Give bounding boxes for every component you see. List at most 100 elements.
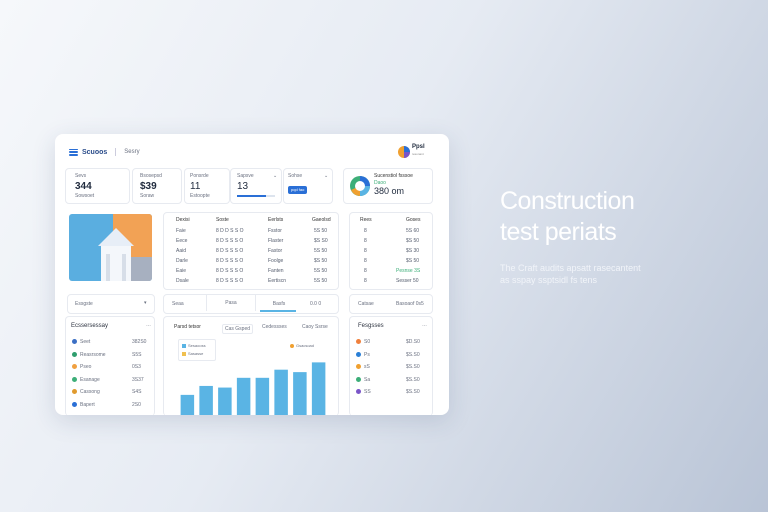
list-item[interactable]: sS $S.S0 <box>350 363 432 372</box>
stat-card[interactable]: Sapsve ⌄ 13 <box>230 168 282 204</box>
bar[interactable] <box>293 372 307 415</box>
status-dot-icon <box>72 376 77 382</box>
stat-card[interactable]: Sohse ⌄ pqd fao <box>283 168 333 204</box>
list-item[interactable]: Bapert 2S0 <box>66 401 154 410</box>
filter-select[interactable]: Catsae Basoaof 0s5 <box>349 294 433 314</box>
cell: Eece <box>176 238 188 244</box>
table-row[interactable]: 8 5S 60 <box>350 226 432 236</box>
cell: Sesser 50 <box>396 278 419 284</box>
stat-card[interactable]: Bsosepsd $39 Soraw <box>132 168 182 204</box>
stat-label: Sapsve <box>237 173 254 179</box>
table-row[interactable]: 8 $S 30 <box>350 246 432 256</box>
table-row[interactable]: Aaid 8 D S S S O Fastor 5S 50 <box>164 246 338 256</box>
bar[interactable] <box>274 369 288 415</box>
list-item-label: Sa <box>364 376 371 383</box>
menu-icon[interactable] <box>69 148 78 156</box>
select-value: Basoaof 0s5 <box>396 301 424 307</box>
list-title: Ecssersessay <box>71 323 109 329</box>
bar[interactable] <box>236 377 251 415</box>
progress-fill <box>237 195 266 197</box>
list-item[interactable]: Esanage 3S37 <box>66 376 154 385</box>
cell: 8 D S S S O <box>216 238 244 244</box>
cell: 5S 60 <box>406 228 420 234</box>
cell: 8 <box>364 258 367 264</box>
cell: 5S 50 <box>314 278 328 284</box>
tab[interactable]: Seaa <box>172 301 184 307</box>
chart-legend: Sesaooss Sasasse <box>178 339 216 361</box>
chevron-down-icon[interactable]: ⌄ <box>324 173 329 179</box>
stat-label: Ponsrde <box>190 173 209 179</box>
column-header[interactable]: Rees <box>360 217 372 223</box>
legend-swatch <box>182 352 186 356</box>
list-item[interactable]: Sa $S.S0 <box>350 376 432 385</box>
status-dot-icon <box>72 401 77 407</box>
column-header[interactable]: Gaeolsd <box>312 217 331 223</box>
list-item[interactable]: Ps $S.S0 <box>350 351 432 360</box>
column-header[interactable]: Soste <box>216 217 229 223</box>
stat-sub: Soraw <box>140 193 155 199</box>
table-row[interactable]: Dsale 8 D S S S O Eertiscn 5S 50 <box>164 276 338 286</box>
tab-value: 0.0 0 <box>310 301 322 307</box>
chevron-down-icon[interactable]: ▾ <box>144 300 147 306</box>
chart-tab[interactable]: Cedessses <box>262 324 287 330</box>
table-row[interactable]: Eaie 8 D S S S O Fanten 5S 50 <box>164 266 338 276</box>
chart-tab[interactable]: Caoy Ssrse <box>302 324 328 330</box>
filter-select[interactable]: Essgste ▾ <box>67 294 155 314</box>
stat-card[interactable]: Ponsrde 11 Estoopte <box>184 168 230 204</box>
table-row[interactable]: Eece 8 D S S S O Flaster $S S0 <box>164 236 338 246</box>
cell: $S 50 <box>406 258 420 264</box>
cell: 8 D S S S O <box>216 278 244 284</box>
tab-active[interactable]: Basfs <box>272 301 286 307</box>
cell: 8 <box>364 238 367 244</box>
project-illustration <box>69 214 152 281</box>
status-dot-icon <box>72 364 77 369</box>
badge-dot-icon <box>290 344 294 348</box>
list-item[interactable]: SS $S.S0 <box>350 388 432 397</box>
data-table: Dexisi Soste Eerlsts Gaeolsd Faie 8 D D … <box>163 212 339 290</box>
bar[interactable] <box>199 385 213 415</box>
more-icon[interactable]: … <box>146 322 151 328</box>
list-title: Fesgsses <box>358 323 384 329</box>
list-item-label: Esanage <box>80 376 100 383</box>
cell: $S 50 <box>406 238 420 244</box>
nav-item[interactable]: Sesry <box>124 149 140 155</box>
chart-tab[interactable]: Parsd tetsor <box>174 324 201 330</box>
list-item[interactable]: S0 $D.S0 <box>350 338 432 347</box>
bar[interactable] <box>180 394 195 415</box>
stat-card[interactable]: Sevs 344 Sowsoet <box>65 168 130 204</box>
chart-tab[interactable]: Cas Gsped <box>222 324 254 334</box>
progress-track <box>237 195 275 197</box>
table-row[interactable]: Darle 8 D S S S O Foolge $S 50 <box>164 256 338 266</box>
table-row[interactable]: Faie 8 D D S S O Fsstor 5S 50 <box>164 226 338 236</box>
list-item[interactable]: Pseo 0S3 <box>66 363 154 372</box>
status-dot-icon <box>72 351 77 357</box>
stat-card-chart[interactable]: Sucenstiol fsssoe Daoo 380 om <box>343 168 433 204</box>
cell: $S 50 <box>314 258 328 264</box>
tab-indicator <box>260 310 296 312</box>
list-item[interactable]: Cassong S4S <box>66 388 154 397</box>
column-header[interactable]: Eerlsts <box>268 217 284 223</box>
list-item[interactable]: Reasrsome S5S <box>66 351 154 360</box>
logo: Ppsl resonant <box>397 144 437 160</box>
chevron-down-icon[interactable]: ⌄ <box>273 173 278 179</box>
status-dot-icon <box>72 339 77 344</box>
cell: Eaie <box>176 268 187 274</box>
action-button[interactable]: pqd fao <box>288 186 308 194</box>
cell: $S 30 <box>406 248 420 254</box>
table-row[interactable]: 8 Sesser 50 <box>350 276 432 286</box>
bar[interactable] <box>255 377 270 415</box>
logo-mark-icon <box>398 146 410 158</box>
bar[interactable] <box>218 387 232 415</box>
list-item-value: 0S3 <box>132 364 141 370</box>
table-row[interactable]: 8 Pesnse 3S <box>350 266 432 276</box>
more-icon[interactable]: … <box>422 322 427 328</box>
column-header[interactable]: Goses <box>406 217 421 223</box>
column-header[interactable]: Dexisi <box>176 217 190 223</box>
bar[interactable] <box>311 362 326 415</box>
status-dot-icon <box>356 376 361 382</box>
list-item[interactable]: Seet 382S0 <box>66 338 154 347</box>
cell: 8 D S S S O <box>216 258 244 264</box>
table-row[interactable]: 8 $S 50 <box>350 256 432 266</box>
tab[interactable]: Pasa <box>206 295 256 311</box>
table-row[interactable]: 8 $S 50 <box>350 236 432 246</box>
